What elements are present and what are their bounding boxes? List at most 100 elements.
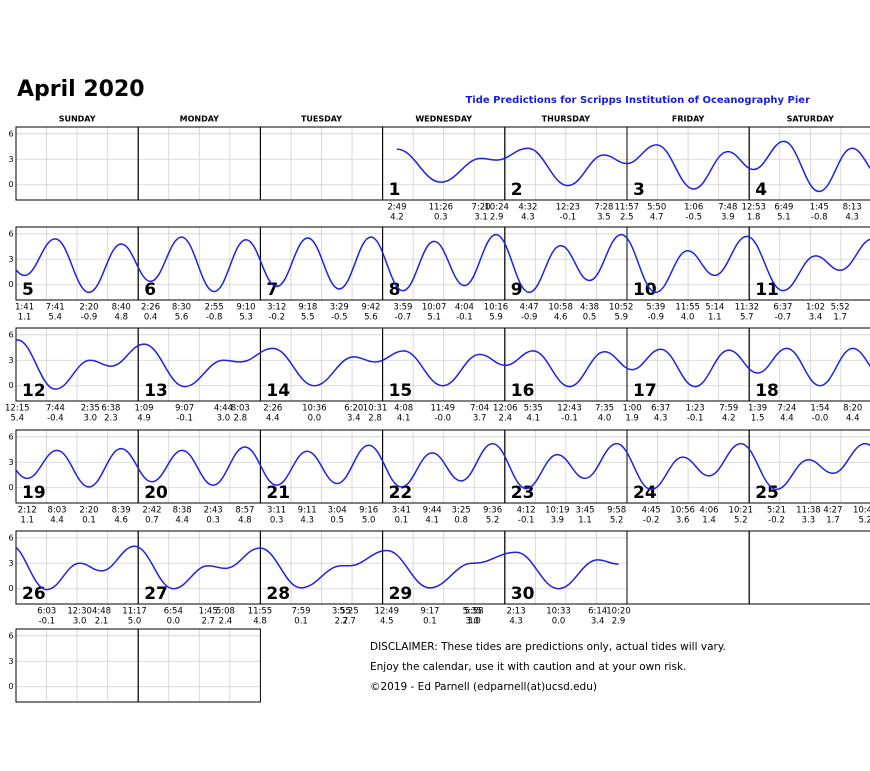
tide-height: -0.9 — [81, 313, 98, 323]
y-tick-label: 6 — [8, 229, 13, 238]
tide-height: 0.8 — [454, 516, 468, 526]
tide-time: 10:47 — [853, 506, 870, 516]
y-tick-label: 0 — [8, 180, 13, 189]
tide-height: -0.8 — [206, 313, 223, 323]
tide-height: 4.7 — [650, 213, 664, 223]
day-cell — [748, 226, 870, 301]
tide-time: 4:38 — [580, 303, 599, 313]
tide-height: 0.5 — [330, 516, 344, 526]
tide-height: 4.3 — [521, 213, 535, 223]
tide-height: 3.0 — [73, 617, 87, 627]
tide-height: 4.5 — [380, 617, 394, 627]
tide-height: 3.0 — [217, 414, 231, 424]
day-number: 8 — [389, 280, 401, 300]
day-number: 9 — [511, 280, 523, 300]
tide-height: 1.8 — [747, 213, 761, 223]
tide-height: -0.1 — [560, 213, 577, 223]
day-number: 12 — [22, 381, 46, 401]
tide-time: 5:50 — [647, 203, 666, 213]
tide-height: -0.1 — [561, 414, 578, 424]
tide-height: 0.1 — [423, 617, 437, 627]
tide-height: 0.0 — [308, 414, 322, 424]
tide-curve — [16, 233, 870, 294]
tide-height: 2.9 — [490, 213, 504, 223]
tide-time: 2:35 — [81, 404, 100, 414]
tide-time: 7:04 — [470, 404, 489, 414]
tide-time: 10:16 — [484, 303, 509, 313]
tide-time: 3:11 — [267, 506, 286, 516]
tide-height: 2.7 — [335, 617, 349, 627]
tide-height: 4.1 — [425, 516, 439, 526]
tide-height: 0.1 — [294, 617, 308, 627]
day-number: 21 — [266, 483, 290, 503]
tide-time: 9:07 — [175, 404, 194, 414]
tide-height: 0.3 — [434, 213, 448, 223]
tide-height: -0.1 — [687, 414, 704, 424]
y-tick-label: 6 — [8, 631, 13, 640]
tide-time: 4:27 — [823, 506, 842, 516]
tide-time: 1:02 — [806, 303, 825, 313]
y-tick-label: 0 — [8, 483, 13, 492]
tide-height: 2.4 — [219, 617, 233, 627]
tide-time: 8:38 — [173, 506, 192, 516]
tide-time: 11:26 — [429, 203, 454, 213]
tide-time: 11:55 — [248, 607, 273, 617]
tide-time: 9:36 — [483, 506, 502, 516]
tide-height: 0.5 — [583, 313, 597, 323]
tide-time: 1:45 — [810, 203, 829, 213]
tide-time: 8:57 — [235, 506, 254, 516]
tide-height: 3.7 — [473, 414, 487, 424]
tide-height: 4.4 — [780, 414, 794, 424]
day-cell — [748, 429, 870, 504]
tide-height: -0.7 — [395, 313, 412, 323]
disclaimer: Enjoy the calendar, use it with caution … — [370, 661, 686, 673]
tide-height: 5.5 — [301, 313, 315, 323]
y-tick-label: 0 — [8, 381, 13, 390]
tide-height: -0.4 — [47, 414, 64, 424]
day-number: 26 — [22, 584, 46, 604]
y-tick-label: 6 — [8, 533, 13, 542]
y-tick-label: 0 — [8, 682, 13, 691]
tide-time: 9:18 — [298, 303, 317, 313]
tide-time: 12:15 — [5, 404, 30, 414]
tide-height: 4.3 — [509, 617, 523, 627]
tide-height: 0.0 — [552, 617, 566, 627]
day-number: 15 — [389, 381, 413, 401]
tide-time: 4:06 — [699, 506, 718, 516]
weekday-header: THURSDAY — [542, 115, 591, 124]
weekday-header: TUESDAY — [301, 115, 342, 124]
y-tick-label: 3 — [8, 657, 13, 666]
tide-time: 2:49 — [387, 203, 406, 213]
tide-time: 8:40 — [112, 303, 131, 313]
tide-time: 6:03 — [37, 607, 56, 617]
day-number: 25 — [755, 483, 779, 503]
tide-height: 4.6 — [114, 516, 128, 526]
tide-time: 5:35 — [463, 607, 482, 617]
day-number: 3 — [633, 180, 645, 200]
tide-time: 5:21 — [767, 506, 786, 516]
tide-height: 5.2 — [610, 516, 624, 526]
tide-time: 2:26 — [141, 303, 160, 313]
tide-time: 1:45 — [199, 607, 218, 617]
tide-height: 5.9 — [614, 313, 628, 323]
tide-height: 4.8 — [114, 313, 128, 323]
tide-time: 6:49 — [774, 203, 793, 213]
day-number: 18 — [755, 381, 779, 401]
tide-height: 5.6 — [364, 313, 378, 323]
day-number: 13 — [144, 381, 168, 401]
tide-time: 1:23 — [686, 404, 705, 414]
tide-height: -0.5 — [331, 313, 348, 323]
day-number: 6 — [144, 280, 156, 300]
tide-time: 6:20 — [344, 404, 363, 414]
tide-time: 12:30 — [67, 607, 92, 617]
tide-time: 11:38 — [796, 506, 821, 516]
tide-height: 4.9 — [137, 414, 151, 424]
tide-curve — [16, 442, 870, 491]
day-number: 11 — [755, 280, 779, 300]
tide-time: 6:37 — [773, 303, 792, 313]
tide-height: 5.2 — [858, 516, 870, 526]
tide-time: 7:24 — [777, 404, 796, 414]
tide-time: 8:39 — [112, 506, 131, 516]
day-number: 2 — [511, 180, 523, 200]
tide-height: -0.2 — [768, 516, 785, 526]
